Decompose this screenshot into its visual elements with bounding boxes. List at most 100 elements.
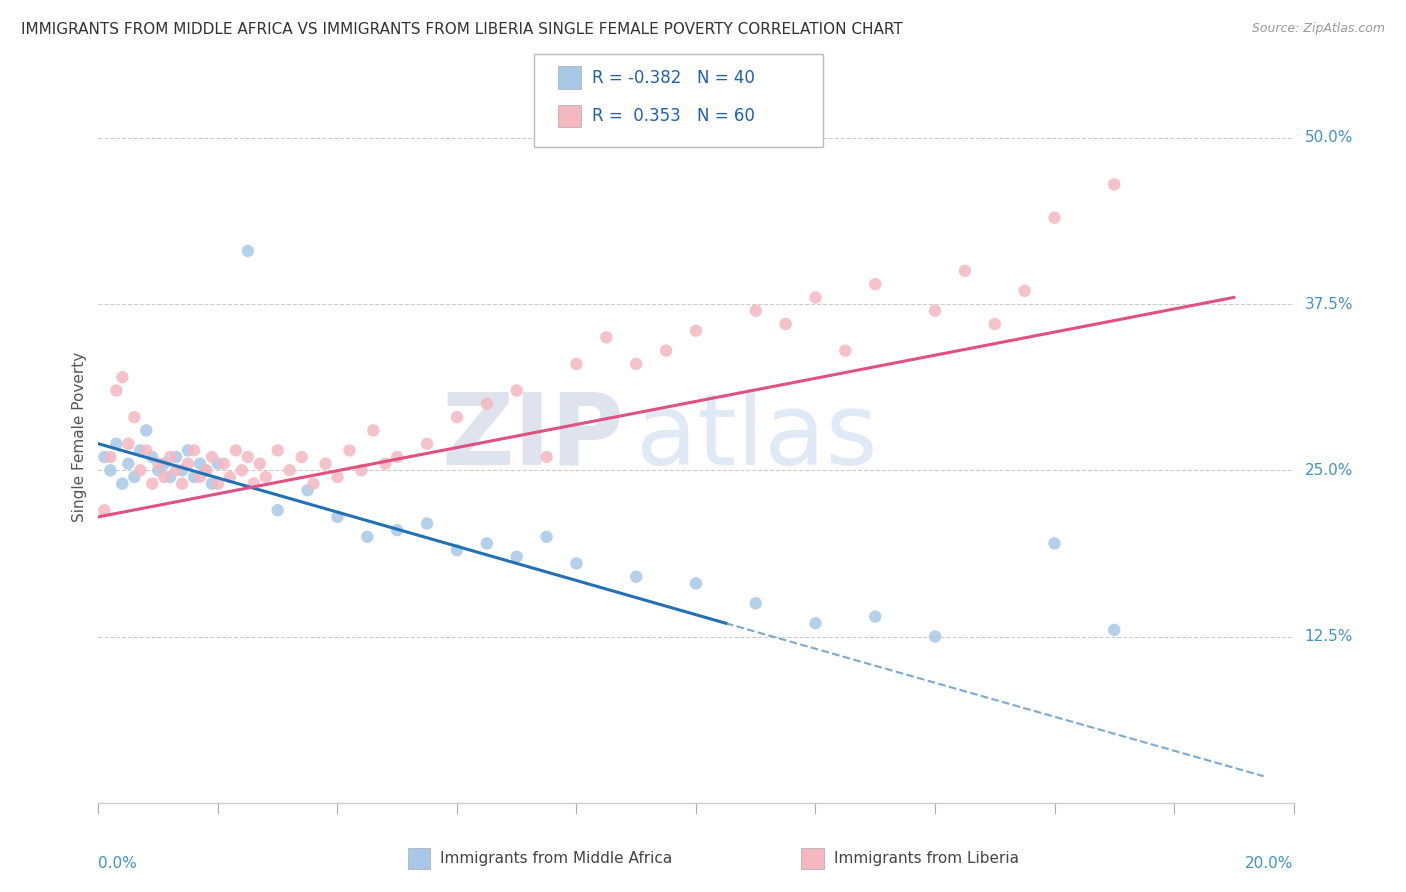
Point: [385, 523, 409, 537]
Point: [177, 457, 200, 471]
Point: [159, 450, 181, 464]
Point: [924, 303, 946, 318]
Point: [326, 470, 349, 484]
Point: [536, 530, 558, 544]
Text: 12.5%: 12.5%: [1305, 629, 1353, 644]
Point: [565, 557, 588, 571]
Point: [135, 424, 157, 438]
Point: [129, 463, 152, 477]
Point: [685, 576, 707, 591]
Point: [188, 457, 211, 471]
Point: [148, 463, 170, 477]
Text: Immigrants from Liberia: Immigrants from Liberia: [834, 851, 1019, 865]
Point: [624, 570, 647, 584]
Point: [1104, 178, 1126, 192]
Text: 37.5%: 37.5%: [1305, 297, 1353, 311]
Point: [183, 470, 205, 484]
Text: 20.0%: 20.0%: [1246, 856, 1294, 871]
Point: [105, 436, 128, 450]
Text: R =  0.353: R = 0.353: [592, 107, 681, 125]
Point: [565, 357, 588, 371]
Point: [111, 370, 134, 384]
Point: [153, 457, 176, 471]
Point: [148, 457, 170, 471]
Point: [231, 463, 253, 477]
Point: [141, 450, 163, 464]
Point: [416, 516, 439, 531]
Point: [194, 463, 218, 477]
Point: [188, 470, 211, 484]
Point: [93, 450, 115, 464]
Point: [804, 616, 827, 631]
Text: N = 60: N = 60: [697, 107, 755, 125]
Point: [326, 509, 349, 524]
Text: IMMIGRANTS FROM MIDDLE AFRICA VS IMMIGRANTS FROM LIBERIA SINGLE FEMALE POVERTY C: IMMIGRANTS FROM MIDDLE AFRICA VS IMMIGRA…: [21, 22, 903, 37]
Point: [165, 450, 187, 464]
Point: [267, 503, 290, 517]
Point: [254, 470, 277, 484]
Text: 0.0%: 0.0%: [98, 856, 138, 871]
Point: [953, 264, 976, 278]
Text: Immigrants from Middle Africa: Immigrants from Middle Africa: [440, 851, 672, 865]
Point: [212, 457, 235, 471]
Point: [356, 530, 378, 544]
Point: [117, 457, 139, 471]
Point: [339, 443, 360, 458]
Point: [172, 476, 194, 491]
Point: [105, 384, 128, 398]
Point: [93, 503, 115, 517]
Text: 25.0%: 25.0%: [1305, 463, 1353, 478]
Point: [624, 357, 647, 371]
Point: [446, 410, 468, 425]
Point: [201, 476, 224, 491]
Point: [201, 450, 224, 464]
Point: [475, 397, 498, 411]
Point: [834, 343, 856, 358]
Point: [177, 443, 200, 458]
Point: [475, 536, 498, 550]
Point: [129, 443, 152, 458]
Point: [775, 317, 797, 331]
Point: [124, 410, 146, 425]
Point: [804, 290, 827, 304]
Y-axis label: Single Female Poverty: Single Female Poverty: [72, 352, 87, 522]
Point: [924, 630, 946, 644]
Point: [865, 277, 887, 292]
Point: [685, 324, 707, 338]
Text: N = 40: N = 40: [697, 69, 755, 87]
Point: [207, 476, 229, 491]
Point: [98, 463, 122, 477]
Point: [98, 450, 122, 464]
Point: [536, 450, 558, 464]
Point: [1043, 211, 1066, 225]
Text: atlas: atlas: [636, 389, 877, 485]
Point: [172, 463, 194, 477]
Point: [267, 443, 290, 458]
Point: [290, 450, 312, 464]
Point: [225, 443, 247, 458]
Text: 50.0%: 50.0%: [1305, 130, 1353, 145]
Point: [1104, 623, 1126, 637]
Point: [236, 450, 259, 464]
Point: [350, 463, 373, 477]
Point: [194, 463, 218, 477]
Text: Source: ZipAtlas.com: Source: ZipAtlas.com: [1251, 22, 1385, 36]
Point: [219, 470, 242, 484]
Point: [297, 483, 319, 498]
Point: [278, 463, 301, 477]
Point: [153, 470, 176, 484]
Point: [506, 384, 529, 398]
Point: [117, 436, 139, 450]
Point: [236, 244, 259, 258]
Point: [243, 476, 266, 491]
Point: [159, 470, 181, 484]
Point: [302, 476, 325, 491]
Point: [183, 443, 205, 458]
Point: [385, 450, 409, 464]
Point: [595, 330, 617, 344]
Point: [1014, 284, 1036, 298]
Point: [207, 457, 229, 471]
Point: [745, 596, 768, 610]
Point: [111, 476, 134, 491]
Text: R = -0.382: R = -0.382: [592, 69, 682, 87]
